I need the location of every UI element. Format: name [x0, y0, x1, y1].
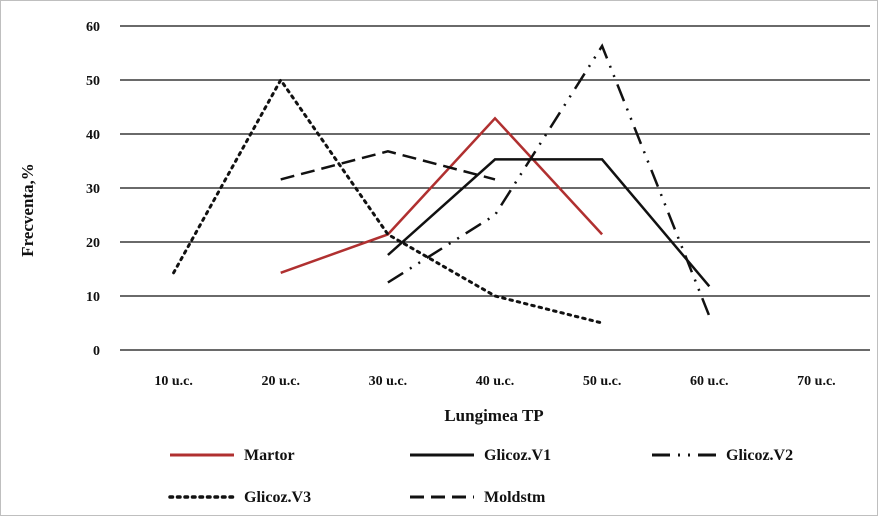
y-tick-label: 50: [86, 74, 100, 89]
x-tick-label: 40 u.c.: [476, 374, 515, 389]
legend-glicoz-v3-label: Glicoz.V3: [244, 489, 311, 506]
series-line-moldstm: [280, 150, 496, 181]
series-lines: [172, 43, 711, 325]
legend-glicoz-v1-label: Glicoz.V1: [484, 447, 551, 464]
legend-martor-label: Martor: [244, 447, 295, 464]
x-tick-label: 20 u.c.: [261, 374, 300, 389]
x-tick-label: 60 u.c.: [690, 374, 729, 389]
x-axis-ticks: 10 u.c. 20 u.c. 30 u.c. 40 u.c. 50 u.c. 60 u.…: [154, 374, 835, 389]
x-tick-label: 70 u.c.: [797, 374, 836, 389]
y-axis-title: Frecventa,%: [18, 163, 37, 257]
y-axis-ticks: 0 10 20 30 40 50 60: [86, 20, 100, 359]
y-tick-label: 10: [86, 290, 100, 305]
y-tick-label: 40: [86, 128, 100, 143]
y-tick-label: 20: [86, 236, 100, 251]
legend-moldstm-label: Moldstm: [484, 489, 546, 506]
legend: Martor Glicoz.V1 Glicoz.V2 Glicoz.V3 Moldstm: [168, 447, 793, 506]
series-line-glicoz-v3: [172, 77, 604, 325]
x-axis-title: Lungimea TP: [444, 406, 543, 425]
y-tick-label: 30: [86, 182, 100, 197]
y-tick-label: 0: [93, 344, 100, 359]
series-line-martor: [280, 116, 604, 274]
series-line-glicoz-v1: [387, 158, 711, 288]
grid-lines: [120, 25, 870, 351]
y-tick-label: 60: [86, 20, 100, 35]
series-line-glicoz-v2: [387, 43, 711, 317]
x-tick-label: 10 u.c.: [154, 374, 193, 389]
legend-glicoz-v2-label: Glicoz.V2: [726, 447, 793, 464]
x-tick-label: 50 u.c.: [583, 374, 622, 389]
x-tick-label: 30 u.c.: [369, 374, 408, 389]
